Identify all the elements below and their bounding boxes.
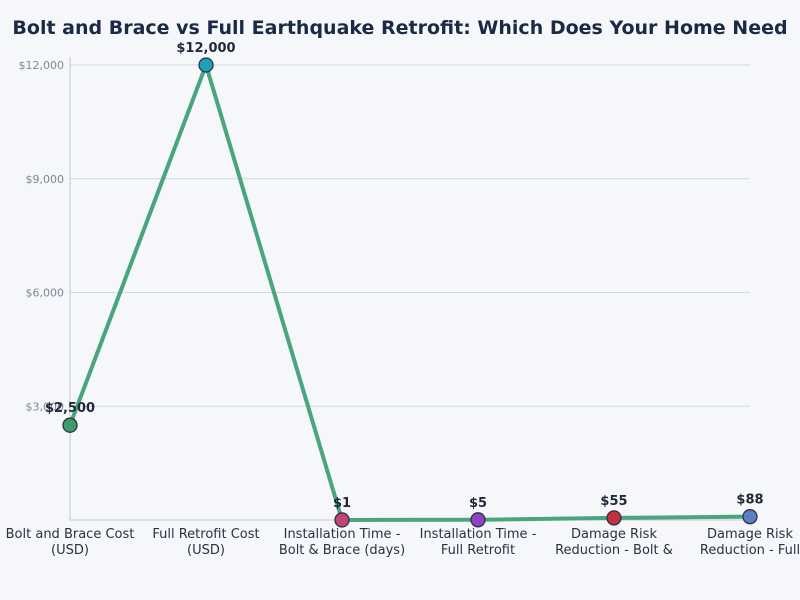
series-line [68,63,752,522]
x-tick-labels: Bolt and Brace Cost (USD) Full Retrofit Co… [6,527,800,558]
y-tick-label: $6,000 [26,287,65,300]
data-label: $1 [333,496,351,511]
data-point[interactable] [742,509,758,525]
points-layer [62,57,758,528]
x-tick-label: Bolt and Brace Cost (USD) [6,527,135,558]
data-point[interactable] [606,510,622,526]
data-point[interactable] [334,512,350,528]
x-tick-label: Damage Risk Reduction - Full [700,527,800,558]
data-label: $5 [469,496,487,511]
data-point[interactable] [62,417,78,433]
axis-layer: $3,000 $6,000 $9,000 $12,000 [19,57,750,521]
chart-title: Bolt and Brace vs Full Earthquake Retrof… [12,17,787,39]
x-tick-label: Damage Risk Reduction - Bolt & [555,527,673,558]
data-point[interactable] [198,57,214,73]
data-point[interactable] [470,512,486,528]
data-label: $88 [736,493,763,508]
grid-layer [70,64,750,407]
data-label: $55 [600,494,627,509]
x-tick-label: Full Retrofit Cost (USD) [152,527,259,558]
data-label: $12,000 [176,41,235,56]
data-label: $2,500 [45,401,95,416]
x-tick-label: Installation Time -Bolt & Brace (days) [279,527,405,558]
data-labels-layer: $2,500 $12,000 $1 $5 $55 $88 [45,41,764,511]
x-tick-label: Installation Time -Full Retrofit [420,527,537,558]
y-tick-label: $3,000 [26,400,65,413]
y-tick-label: $12,000 [19,59,65,72]
y-tick-label: $9,000 [26,173,65,186]
series-layer [68,63,752,522]
